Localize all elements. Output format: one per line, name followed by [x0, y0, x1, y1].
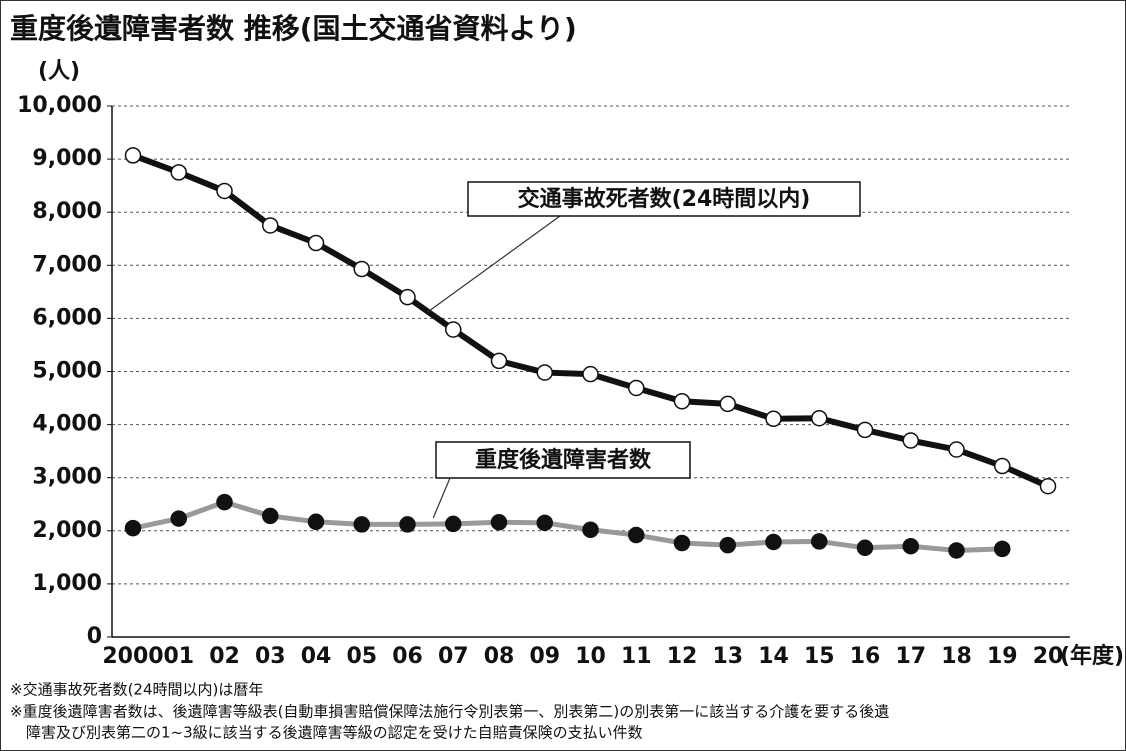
x-tick-label: 12	[667, 644, 698, 669]
point	[124, 147, 142, 164]
point	[994, 457, 1011, 475]
x-tick-label: 06	[392, 644, 423, 669]
point	[582, 365, 599, 383]
point	[124, 519, 142, 537]
point	[856, 421, 874, 439]
y-tick-label: 4,000	[32, 412, 102, 437]
x-tick-label: 18	[941, 644, 972, 669]
point	[994, 540, 1011, 558]
note: ※重度後遺障害者数は、後遺障害等級表(自動車損害賠償保障法施行令別表第一、別表第…	[10, 703, 889, 721]
legend-label: 重度後遺障害者数	[475, 447, 652, 473]
x-tick-label: 17	[895, 644, 926, 669]
x-tick-label: 08	[484, 644, 515, 669]
x-tick-label: 13	[712, 644, 743, 669]
x-tick-label: 15	[804, 644, 835, 669]
point	[673, 534, 691, 552]
point	[811, 533, 828, 550]
chart-title: 重度後遺障害者数 推移(国土交通省資料より)	[10, 12, 577, 45]
note: ※交通事故死者数(24時間以内)は暦年	[10, 681, 263, 699]
point	[490, 514, 508, 531]
point	[216, 182, 233, 200]
point	[216, 493, 233, 511]
point	[1039, 477, 1057, 495]
point	[353, 516, 370, 533]
point	[856, 539, 874, 557]
y-tick-label: 0	[87, 624, 102, 649]
legend-box	[435, 441, 691, 479]
point	[719, 536, 736, 554]
x-tick-label: 01	[163, 644, 194, 669]
y-tick-label: 10,000	[17, 93, 102, 118]
y-tick-label: 1,000	[32, 571, 102, 596]
point	[719, 395, 736, 413]
point	[170, 164, 187, 181]
note: 障害及び別表第二の1~3級に該当する後遺障害等級の認定を受けた自賠責保険の支払い…	[26, 724, 643, 742]
x-tick-label: 09	[529, 644, 560, 669]
point	[811, 409, 828, 427]
point	[536, 364, 553, 381]
y-tick-label: 2,000	[32, 518, 102, 543]
point	[948, 542, 965, 559]
y-tick-label: 5,000	[32, 359, 102, 384]
x-tick-label: 02	[209, 644, 240, 669]
x-tick-label: 11	[621, 644, 652, 669]
point	[902, 432, 919, 449]
point	[445, 515, 462, 533]
point	[262, 507, 279, 525]
x-tick-label: 03	[255, 644, 286, 669]
x-tick-label: 14	[758, 644, 789, 669]
leader-line	[432, 477, 451, 519]
point	[399, 288, 416, 306]
x-tick-label: 16	[850, 644, 881, 669]
y-tick-label: 9,000	[32, 146, 102, 171]
x-tick-label: 19	[987, 644, 1018, 669]
point	[765, 533, 782, 551]
y-tick-label: 3,000	[32, 465, 102, 490]
y-unit: (人)	[38, 59, 80, 84]
y-tick-label: 6,000	[32, 305, 102, 330]
point	[399, 516, 416, 533]
point	[170, 510, 187, 527]
point	[307, 234, 325, 252]
legend-box	[467, 181, 861, 217]
x-tick-label: 2000	[102, 644, 163, 669]
x-tick-label: 05	[346, 644, 377, 669]
point	[262, 217, 279, 234]
legend-label: 交通事故死者数(24時間以内)	[518, 186, 811, 212]
point	[902, 537, 919, 555]
x-unit: (年度)	[1060, 643, 1124, 669]
x-tick-label: 07	[438, 644, 469, 669]
point	[353, 260, 370, 278]
x-tick-label: 04	[301, 644, 332, 669]
point	[628, 379, 645, 397]
point	[536, 514, 553, 532]
point	[582, 521, 599, 538]
point	[307, 513, 325, 531]
point	[948, 441, 965, 458]
point	[673, 392, 691, 410]
x-tick-label: 20	[1033, 644, 1064, 669]
x-tick-label: 10	[575, 644, 606, 669]
point	[445, 321, 462, 338]
y-tick-label: 7,000	[32, 252, 102, 277]
point	[490, 352, 508, 370]
y-tick-label: 8,000	[32, 199, 102, 224]
point	[628, 526, 645, 544]
leader-line	[427, 215, 561, 313]
point	[765, 410, 782, 428]
